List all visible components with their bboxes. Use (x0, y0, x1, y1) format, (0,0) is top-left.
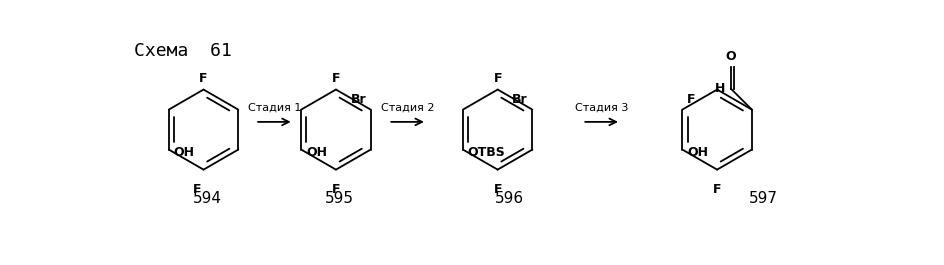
Text: 596: 596 (495, 191, 524, 206)
Text: H: H (715, 82, 725, 95)
Text: O: O (726, 50, 736, 64)
Text: OH: OH (306, 146, 327, 159)
Text: OH: OH (174, 146, 194, 159)
Text: Стадия 1: Стадия 1 (247, 103, 301, 113)
Text: OTBS: OTBS (467, 146, 505, 159)
Text: F: F (713, 183, 721, 196)
Text: F: F (687, 94, 696, 107)
Text: Br: Br (512, 94, 528, 107)
Text: 597: 597 (749, 191, 778, 206)
Text: Br: Br (350, 94, 366, 107)
Text: Стадия 2: Стадия 2 (380, 103, 434, 113)
Text: F: F (494, 72, 502, 85)
Text: OH: OH (687, 146, 708, 159)
Text: F: F (331, 72, 340, 85)
Text: F: F (199, 72, 208, 85)
Text: 594: 594 (193, 191, 222, 206)
Text: 595: 595 (326, 191, 354, 206)
Text: Стадия 3: Стадия 3 (575, 103, 629, 113)
Text: F: F (194, 183, 202, 196)
Text: Схема  61: Схема 61 (134, 42, 232, 60)
Text: F: F (331, 183, 340, 196)
Text: F: F (494, 183, 502, 196)
